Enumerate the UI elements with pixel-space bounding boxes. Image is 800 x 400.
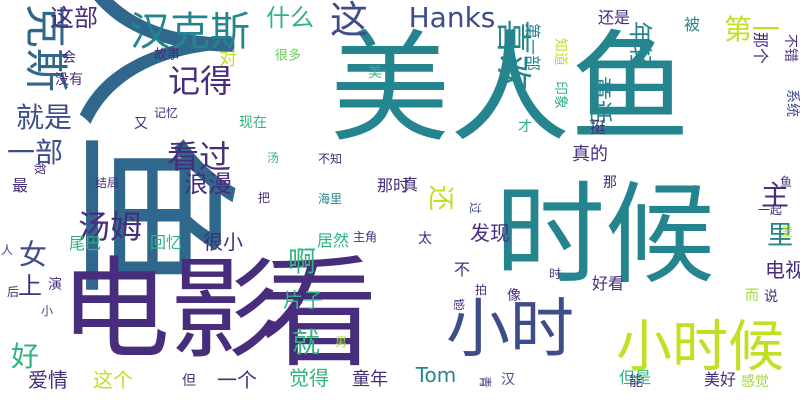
cloud-word-65-才: 才 <box>518 119 532 135</box>
cloud-word-75-真: 真 <box>401 175 419 194</box>
cloud-word-71-把: 把 <box>257 191 271 205</box>
cloud-word-38-觉得: 觉得 <box>289 366 329 390</box>
cloud-word-97-汉: 汉 <box>501 372 515 388</box>
cloud-word-28-女: 女 <box>18 238 48 271</box>
cloud-word-88-拍: 拍 <box>474 283 488 297</box>
cloud-word-90-时: 时 <box>548 267 562 281</box>
cloud-word-46-真的: 真的 <box>572 144 608 165</box>
cloud-word-73-那时: 那时 <box>376 176 410 195</box>
cloud-word-70-结局: 结局 <box>94 176 120 190</box>
cloud-word-39-爱情: 爱情 <box>28 368 68 392</box>
cloud-word-74-过: 过 <box>468 201 482 215</box>
cloud-word-35-片子: 片子 <box>283 288 323 312</box>
cloud-word-53-挺: 挺 <box>589 118 607 137</box>
cloud-word-79-爱: 爱 <box>780 225 794 239</box>
cloud-word-51-知道: 知道 <box>552 38 568 66</box>
cloud-word-72-海里: 海里 <box>317 192 343 206</box>
cloud-word-34-尾巴: 尾巴 <box>68 234 102 253</box>
cloud-word-61-现在: 现在 <box>239 115 267 131</box>
cloud-word-68-最: 最 <box>11 176 29 195</box>
cloud-word-66-汤: 汤 <box>266 151 280 165</box>
cloud-word-31-发现: 发现 <box>470 221 510 245</box>
cloud-word-16-就是: 就是 <box>15 101 73 134</box>
cloud-word-18-童话: 童话 <box>586 76 614 124</box>
cloud-word-100-感觉: 感觉 <box>741 374 769 390</box>
cloud-word-87-感: 感 <box>452 298 466 312</box>
cloud-word-49-被: 被 <box>683 15 701 34</box>
cloud-word-63-不错: 不错 <box>782 34 798 62</box>
cloud-word-13-记得: 记得 <box>167 62 233 100</box>
cloud-word-44-美好: 美好 <box>703 370 737 389</box>
cloud-word-37-就: 就 <box>291 326 321 359</box>
cloud-word-30-啊: 啊 <box>287 245 317 278</box>
cloud-word-95-男: 男 <box>334 335 348 349</box>
cloud-word-50-第一部: 第一部 <box>523 22 542 72</box>
cloud-word-33-回忆: 回忆 <box>149 233 183 252</box>
cloud-word-41-一个: 一个 <box>217 368 257 392</box>
cloud-word-91-像: 像 <box>507 288 521 304</box>
cloud-word-55-没有: 没有 <box>55 72 83 88</box>
cloud-word-48-那个: 那个 <box>751 31 770 65</box>
cloud-word-62-美: 美 <box>368 65 382 81</box>
cloud-word-24-还: 还 <box>425 184 455 212</box>
cloud-word-14-汤姆: 汤姆 <box>77 208 143 246</box>
cloud-word-89-不: 不 <box>453 260 471 279</box>
cloud-word-67-不知: 不知 <box>317 152 343 166</box>
cloud-word-2-美人鱼: 美人鱼 <box>330 20 690 159</box>
cloud-word-32-很小: 很小 <box>203 230 243 254</box>
cloud-word-22-什么: 什么 <box>266 4 314 32</box>
cloud-word-10-这: 这 <box>329 0 369 42</box>
cloud-word-92-好看: 好看 <box>591 274 625 293</box>
cloud-word-56-故事: 故事 <box>153 47 181 63</box>
cloud-word-57-对: 对 <box>219 49 237 70</box>
cloud-word-15-看过: 看过 <box>166 138 232 176</box>
cloud-word-94-说: 说 <box>764 289 778 305</box>
cloud-word-82-太: 太 <box>418 231 432 247</box>
cloud-word-8-汉克斯: 汉克斯 <box>130 9 250 55</box>
cloud-word-84-演: 演 <box>48 277 62 293</box>
cloud-word-20-第一: 第一 <box>723 13 781 46</box>
cloud-word-86-小: 小 <box>40 304 54 318</box>
cloud-word-26-里: 里 <box>766 221 794 251</box>
cloud-word-60-又: 又 <box>134 116 148 132</box>
cloud-word-69-叙: 叙 <box>33 162 47 176</box>
cloud-word-23-浪漫: 浪漫 <box>184 170 232 198</box>
cloud-word-4-电影: 电影 <box>60 246 280 374</box>
cloud-word-47-还是: 还是 <box>597 8 631 27</box>
cloud-word-5-看: 看 <box>258 245 378 384</box>
cloud-word-27-电视: 电视 <box>765 258 800 282</box>
cloud-word-7-小时候: 小时候 <box>616 315 784 380</box>
cloud-word-59-记忆: 记忆 <box>153 106 179 120</box>
cloud-word-36-好: 好 <box>10 340 40 373</box>
cloud-word-12-hanks: Hanks <box>408 1 496 34</box>
cloud-word-40-这个: 这个 <box>93 368 133 392</box>
cloud-word-6-小时: 小时 <box>446 293 574 367</box>
cloud-word-21-这部: 这部 <box>50 4 98 32</box>
cloud-word-54-会: 会 <box>62 50 76 66</box>
cloud-word-80-居然: 居然 <box>316 231 350 250</box>
cloud-word-77-鱼: 鱼 <box>779 175 793 189</box>
cloud-word-42-童年: 童年 <box>352 369 388 390</box>
cloud-word-81-主角: 主角 <box>352 230 378 244</box>
cloud-word-76-那: 那 <box>603 175 617 191</box>
cloud-word-83-人: 人 <box>0 243 14 257</box>
cloud-word-99-能: 能 <box>629 374 643 390</box>
cloud-word-25-主: 主 <box>760 179 790 212</box>
cloud-word-29-上: 上 <box>18 272 42 300</box>
cloud-word-58-很多: 很多 <box>274 48 302 64</box>
cloud-word-45-但是: 但是 <box>618 368 652 387</box>
cloud-word-96-青: 青 <box>478 375 492 389</box>
cloud-word-43-tom: Tom <box>415 363 457 387</box>
cloud-word-19-年轻: 年轻 <box>626 21 654 69</box>
cloud-word-17-一部: 一部 <box>6 136 64 169</box>
cloud-word-78-一起: 一起 <box>757 203 783 217</box>
cloud-word-3-时候: 时候 <box>495 171 715 299</box>
cloud-word-93-而: 而 <box>745 288 759 304</box>
cloud-word-64-系统: 系统 <box>784 89 800 117</box>
cloud-word-98-但: 但 <box>182 373 196 389</box>
cloud-word-85-后: 后 <box>6 285 20 299</box>
cloud-word-52-印象: 印象 <box>552 81 568 109</box>
